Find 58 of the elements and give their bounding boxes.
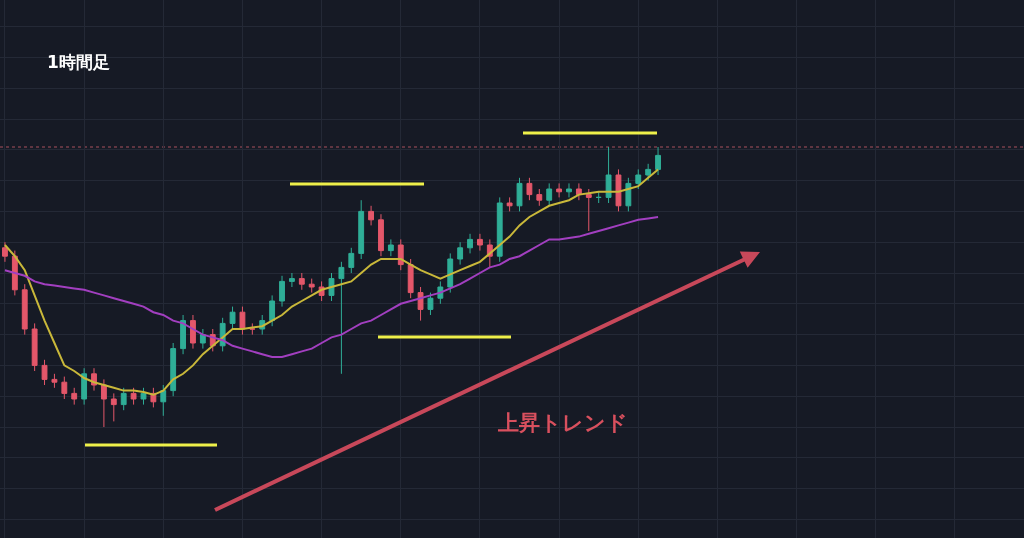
candlestick — [556, 182, 563, 198]
candlestick — [249, 322, 256, 336]
candlestick — [645, 163, 652, 182]
candlestick — [170, 342, 177, 397]
candlestick — [467, 233, 473, 254]
candlestick — [288, 272, 295, 288]
candlestick — [546, 182, 553, 207]
candlestick — [338, 261, 345, 375]
candlestick — [279, 275, 285, 308]
candlestick — [526, 177, 533, 201]
candlestick — [130, 387, 137, 406]
candlestick — [229, 306, 236, 330]
candlestick — [536, 188, 543, 207]
candlestick — [51, 373, 58, 389]
candlestick — [506, 196, 513, 212]
candlestick — [31, 322, 38, 372]
candlestick — [387, 238, 394, 257]
candlestick — [239, 306, 246, 336]
candlestick — [655, 146, 661, 176]
candlestick — [427, 292, 434, 316]
candlestick — [140, 387, 147, 406]
annotation: 上昇トレンド — [497, 411, 628, 435]
candlestick — [190, 314, 196, 350]
candlestick — [21, 283, 28, 336]
candlestick — [61, 376, 68, 400]
candlestick — [447, 252, 454, 294]
candlestick — [120, 387, 127, 411]
candlestick — [110, 392, 117, 422]
candlestick — [160, 384, 167, 417]
candlestick — [71, 387, 78, 406]
candlestick — [378, 213, 384, 257]
candlestick — [81, 367, 88, 406]
candlestick — [407, 258, 414, 299]
candlestick — [397, 238, 404, 271]
candlestick — [566, 182, 572, 198]
candlestick — [308, 278, 315, 294]
candlestick — [477, 233, 483, 252]
candlestick — [457, 241, 464, 266]
candlestick — [180, 314, 186, 355]
chart-title: 1時間足 — [47, 52, 110, 72]
candlestick — [269, 294, 276, 327]
candlestick — [358, 199, 365, 260]
candlestick — [605, 146, 612, 204]
candlestick — [348, 247, 355, 274]
candlestick — [585, 188, 592, 232]
candlestick — [368, 205, 375, 226]
candlestick — [496, 196, 503, 263]
candlestick — [635, 168, 642, 190]
candlestick — [11, 250, 18, 296]
candlestick — [625, 177, 632, 212]
candlestick — [100, 378, 107, 428]
candlestick — [615, 168, 622, 212]
candlestick — [298, 272, 305, 291]
candlestick — [41, 359, 48, 386]
candlestick — [2, 241, 8, 263]
candlestick — [199, 328, 206, 350]
candlestick — [595, 191, 602, 204]
candlestick — [516, 177, 523, 212]
